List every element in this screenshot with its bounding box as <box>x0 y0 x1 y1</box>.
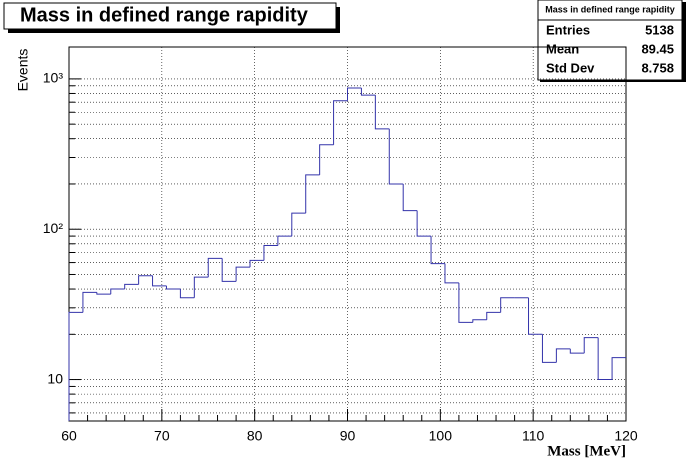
stats-value: 8.758 <box>641 60 674 75</box>
stats-label: Std Dev <box>546 60 595 75</box>
stats-value: 5138 <box>645 22 674 37</box>
histogram-bin <box>444 263 459 284</box>
histogram-bin <box>541 334 557 363</box>
histogram-bin <box>611 357 626 380</box>
chart-title: Mass in defined range rapidity <box>20 4 309 26</box>
histogram-bin <box>430 236 445 265</box>
x-tick-label: 80 <box>247 428 263 444</box>
histogram-bin <box>263 244 278 261</box>
histogram-bin <box>110 288 125 295</box>
y-tick-label: 10 <box>47 370 63 386</box>
histogram-bin <box>152 275 167 287</box>
histogram-bin <box>416 210 432 237</box>
histogram-bin <box>68 311 83 421</box>
histogram-bin <box>165 285 181 290</box>
histogram-bin <box>500 297 515 313</box>
histogram-bin <box>249 259 264 268</box>
x-tick-label: 70 <box>154 428 170 444</box>
y-tick-label: 10² <box>43 220 64 236</box>
histogram-bin <box>221 258 237 282</box>
stats-value: 89.45 <box>641 41 674 56</box>
histogram-bin <box>138 275 153 285</box>
x-tick-label: 60 <box>61 428 77 444</box>
stats-title: Mass in defined range rapidity <box>545 4 675 14</box>
histogram-bin <box>472 319 487 323</box>
histogram-bin <box>360 87 376 96</box>
histogram-bin <box>458 282 473 323</box>
stats-label: Mean <box>546 41 579 56</box>
histogram-bin <box>347 87 362 101</box>
histogram-bin <box>193 276 209 298</box>
histogram-bin <box>124 283 139 290</box>
histogram-bin <box>277 235 292 246</box>
histogram-bin <box>555 348 571 363</box>
stats-box <box>537 0 683 81</box>
histogram-bin <box>305 174 320 214</box>
histogram-bin <box>333 100 348 145</box>
x-tick-label: 90 <box>340 428 356 444</box>
x-axis-label: Mass [MeV] <box>547 443 626 459</box>
histogram-bin <box>207 257 223 278</box>
y-axis-label: Events <box>15 49 31 92</box>
x-tick-label: 110 <box>522 428 545 444</box>
title-box <box>3 2 337 30</box>
stats-label: Entries <box>546 22 590 37</box>
histogram-bin <box>374 95 390 130</box>
histogram-bin <box>486 311 501 320</box>
histogram-bin <box>402 183 418 212</box>
histogram-bin <box>528 297 543 335</box>
x-tick-label: 100 <box>429 428 453 444</box>
plot-frame <box>68 46 627 422</box>
histogram-bin <box>235 266 251 282</box>
histogram-bin <box>291 212 306 237</box>
histogram-bin <box>569 348 585 354</box>
y-tick-label: 10³ <box>43 70 64 86</box>
histogram-bin <box>179 289 195 299</box>
histogram-bin <box>388 128 404 185</box>
x-tick-label: 120 <box>614 428 638 444</box>
histogram-bin <box>597 337 613 381</box>
histogram-bin <box>96 292 111 295</box>
histogram-bin <box>319 144 334 175</box>
histogram-bin <box>82 291 97 313</box>
histogram-bin <box>583 337 599 354</box>
